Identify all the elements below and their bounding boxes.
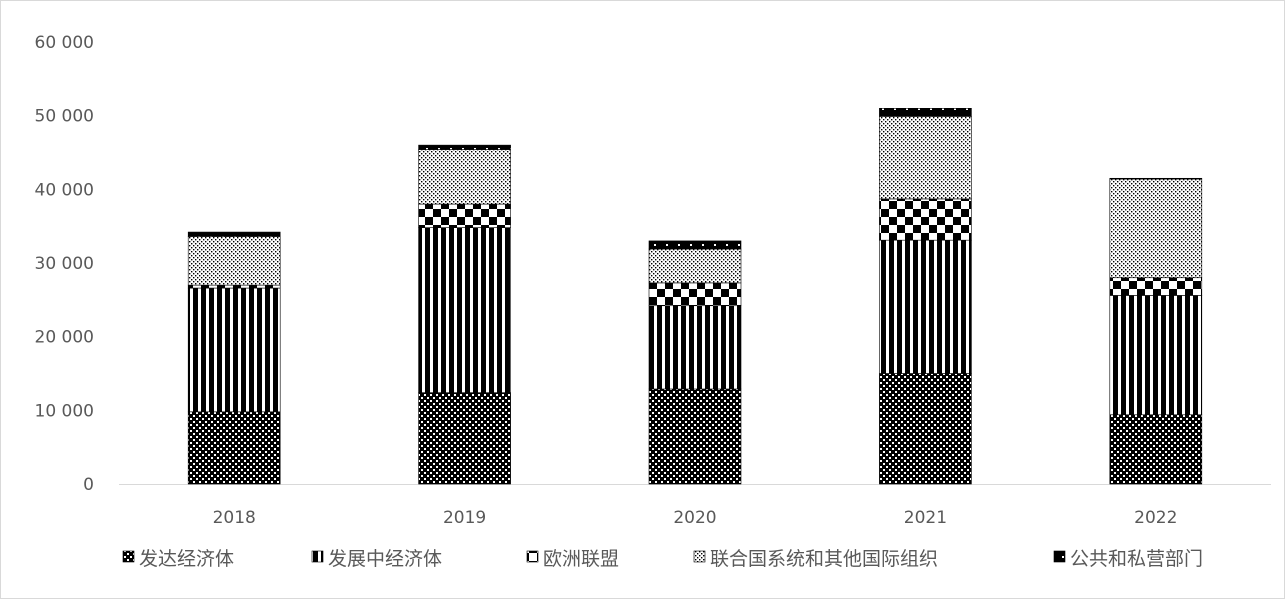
legend-label: 公共和私营部门 [1070, 548, 1203, 570]
bar-segment [187, 236, 281, 286]
y-tick-label: 30 000 [35, 254, 94, 274]
bar-segment [1109, 277, 1203, 296]
x-tick-label: 2020 [673, 508, 716, 528]
bar-segment [418, 392, 511, 485]
legend-swatch [122, 550, 135, 563]
bars [187, 108, 1203, 485]
y-tick-label: 50 000 [35, 107, 94, 127]
bar-segment [418, 227, 511, 393]
bar-segment [879, 198, 972, 241]
x-tick-label: 2022 [1134, 508, 1177, 528]
legend-swatch [693, 550, 706, 563]
legend-label: 发达经济体 [139, 548, 234, 570]
bar-segment [418, 203, 511, 228]
legend-label: 联合国系统和其他国际组织 [710, 548, 938, 570]
bar-segment [1109, 177, 1203, 180]
bar-segment [879, 108, 972, 117]
bar-segment [648, 248, 742, 284]
x-axis: 2018 2019 2020 2021 2022 [119, 484, 1271, 528]
bar-segment [1109, 295, 1203, 416]
bar-segment [1109, 414, 1203, 485]
y-tick-label: 40 000 [35, 180, 94, 200]
y-tick-label: 10 000 [35, 401, 94, 421]
y-axis: 0 10 000 20 000 30 000 40 000 50 000 60 000 [35, 33, 94, 495]
legend-label: 欧洲联盟 [543, 548, 619, 570]
legend-swatch [526, 550, 539, 563]
bar-segment [648, 282, 742, 307]
bar-segment [418, 149, 511, 205]
legend-label: 发展中经济体 [328, 548, 442, 570]
bar-segment [879, 116, 972, 200]
legend-swatch [1053, 550, 1066, 563]
bar-segment [187, 231, 281, 237]
bar-segment [187, 284, 281, 289]
legend-swatch [311, 550, 324, 563]
legend: 发达经济体 发展中经济体 欧洲联盟 联合国系统和其他国际组织 公共和私营部门 [122, 548, 1203, 570]
bar-segment [879, 239, 972, 374]
y-tick-label: 20 000 [35, 328, 94, 348]
bar-segment [418, 144, 511, 150]
x-tick-label: 2021 [904, 508, 947, 528]
bar-segment [1109, 178, 1203, 279]
bar-segment [648, 240, 742, 250]
x-tick-label: 2018 [213, 508, 256, 528]
bar-segment [648, 388, 742, 485]
bar-segment [187, 287, 281, 413]
x-tick-label: 2019 [443, 508, 486, 528]
y-tick-label: 0 [83, 475, 94, 495]
bar-segment [648, 305, 742, 390]
bar-segment [187, 411, 281, 485]
bar-segment [879, 373, 972, 485]
y-tick-label: 60 000 [35, 33, 94, 53]
